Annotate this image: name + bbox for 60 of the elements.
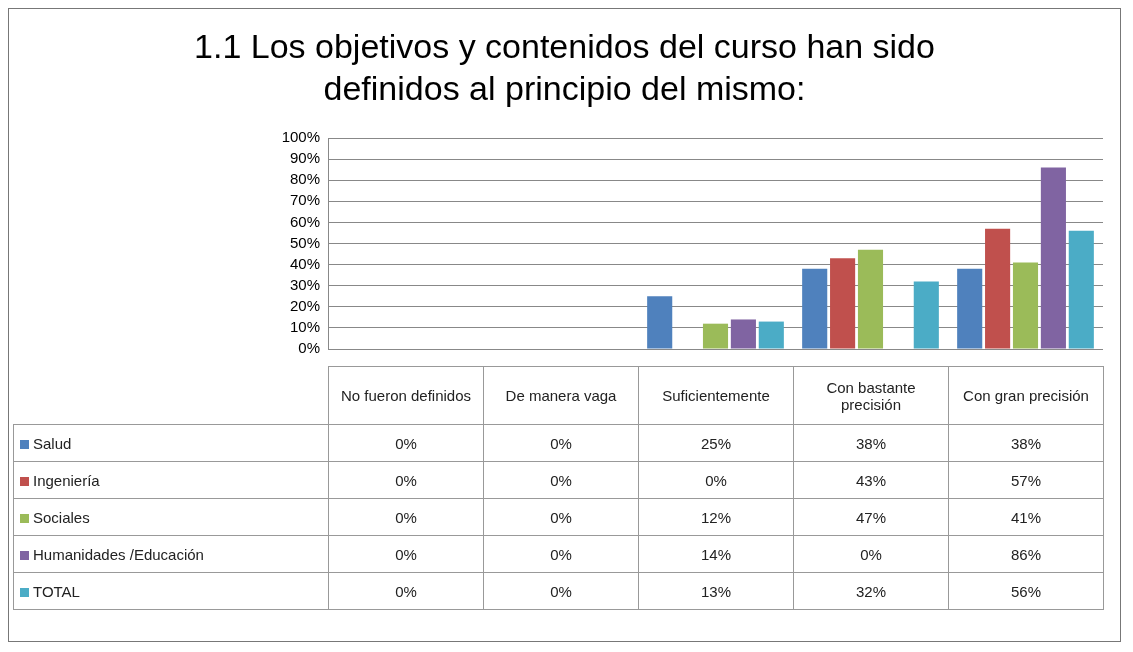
- bar: [957, 268, 983, 349]
- y-tick-label: 80%: [289, 170, 320, 188]
- data-label: 0%: [638, 461, 794, 499]
- data-label: 0%: [328, 498, 484, 536]
- data-label: 12%: [638, 498, 794, 536]
- x-tick-label: Suficientemente: [638, 366, 794, 425]
- data-label: 0%: [483, 572, 639, 610]
- bar: [857, 249, 884, 349]
- legend-label: TOTAL: [13, 572, 329, 610]
- data-label: 14%: [638, 535, 794, 573]
- data-label: 0%: [483, 424, 639, 462]
- chart-title: 1.1 Los objetivos y contenidos del curso han sido definidos al principio del mismo:: [193, 26, 936, 109]
- data-label: 43%: [793, 461, 949, 499]
- y-tick-label: 0%: [298, 339, 320, 357]
- bar: [758, 321, 784, 349]
- data-label: 38%: [793, 424, 949, 462]
- data-label: 56%: [948, 572, 1104, 610]
- y-tick-label: 100%: [281, 128, 320, 146]
- data-label: 0%: [328, 535, 484, 573]
- data-label: 0%: [328, 461, 484, 499]
- bar: [730, 319, 756, 349]
- y-tick-label: 50%: [289, 233, 320, 251]
- data-label: 47%: [793, 498, 949, 536]
- y-tick-label: 70%: [289, 191, 320, 209]
- x-tick-label: De manera vaga: [483, 366, 639, 425]
- data-label: 32%: [793, 572, 949, 610]
- bar: [985, 228, 1011, 349]
- y-tick-label: 60%: [289, 212, 320, 230]
- x-tick-label: Con gran precisión: [948, 366, 1104, 425]
- bar: [802, 268, 828, 349]
- legend-label: Sociales: [13, 498, 329, 536]
- x-tick-label: Con bastante precisión: [793, 366, 949, 425]
- bar: [830, 258, 856, 349]
- bar: [1040, 167, 1066, 349]
- data-label: 57%: [948, 461, 1104, 499]
- y-tick-label: 40%: [289, 254, 320, 272]
- legend-label: Salud: [13, 424, 329, 462]
- legend-label: Humanidades /Educación: [13, 535, 329, 573]
- y-tick-label: 10%: [289, 318, 320, 336]
- data-label: 25%: [638, 424, 794, 462]
- data-label: 13%: [638, 572, 794, 610]
- y-tick-label: 20%: [289, 296, 320, 314]
- bar: [913, 281, 939, 349]
- data-label: 0%: [793, 535, 949, 573]
- bar: [1012, 262, 1039, 349]
- bar: [647, 296, 673, 349]
- data-label: 0%: [483, 461, 639, 499]
- legend-label: Ingeniería: [13, 461, 329, 499]
- y-tick-label: 90%: [289, 149, 320, 167]
- data-label: 0%: [328, 572, 484, 610]
- data-label: 0%: [328, 424, 484, 462]
- data-label: 41%: [948, 498, 1104, 536]
- y-tick-label: 30%: [289, 275, 320, 293]
- data-label: 0%: [483, 535, 639, 573]
- x-tick-label: No fueron definidos: [328, 366, 484, 425]
- bar: [1068, 230, 1094, 349]
- bar: [702, 323, 729, 349]
- data-label: 86%: [948, 535, 1104, 573]
- data-label: 0%: [483, 498, 639, 536]
- data-label: 38%: [948, 424, 1104, 462]
